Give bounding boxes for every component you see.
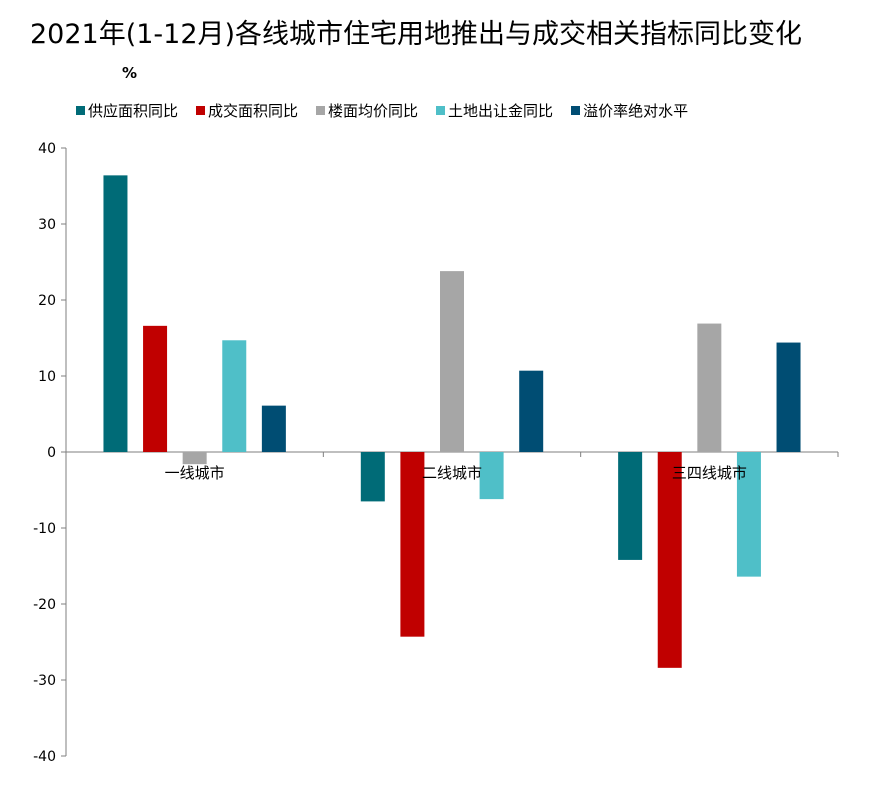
- y-axis-unit-label: %: [122, 64, 138, 82]
- chart-title: 2021年(1-12月)各线城市住宅用地推出与成交相关指标同比变化: [30, 19, 803, 50]
- bar: [400, 452, 425, 637]
- legend-label: 楼面均价同比: [328, 102, 419, 120]
- x-category-label: 三四线城市: [672, 464, 747, 482]
- legend-label: 土地出让金同比: [448, 102, 554, 120]
- bar: [222, 340, 247, 452]
- bar: [776, 342, 801, 452]
- bar: [261, 405, 286, 452]
- legend-label: 供应面积同比: [88, 102, 179, 120]
- legend-swatch: [316, 106, 326, 115]
- y-tick-label: -20: [33, 597, 56, 613]
- legend-item: 成交面积同比: [196, 100, 298, 121]
- y-tick-label: 30: [38, 217, 56, 233]
- bar: [103, 175, 128, 453]
- y-tick-label: 20: [38, 293, 56, 309]
- bar: [440, 271, 464, 452]
- bar: [360, 452, 385, 502]
- bar: [479, 452, 504, 500]
- y-tick-label: -40: [33, 749, 56, 765]
- y-tick-label: -10: [33, 521, 56, 537]
- legend-item: 土地出让金同比: [436, 100, 553, 121]
- y-tick-label: -30: [33, 673, 56, 689]
- bar: [657, 452, 682, 668]
- y-tick-label: 40: [38, 141, 56, 157]
- bar: [697, 323, 722, 452]
- bar: [143, 325, 168, 452]
- chart-legend: 供应面积同比 成交面积同比 楼面均价同比 土地出让金同比 溢价率绝对水平: [76, 100, 706, 121]
- legend-swatch: [436, 106, 446, 115]
- bar: [519, 370, 544, 452]
- legend-label: 成交面积同比: [208, 102, 299, 120]
- legend-item: 供应面积同比: [76, 100, 178, 121]
- legend-swatch: [571, 106, 581, 115]
- bar: [182, 452, 207, 465]
- x-category-label: 一线城市: [165, 464, 225, 482]
- x-category-label: 二线城市: [422, 464, 482, 482]
- legend-swatch: [76, 106, 85, 115]
- legend-label: 溢价率绝对水平: [583, 102, 689, 120]
- bar: [618, 452, 643, 560]
- legend-swatch: [196, 106, 206, 115]
- bar: [736, 452, 761, 577]
- legend-item: 溢价率绝对水平: [571, 100, 688, 121]
- legend-item: 楼面均价同比: [316, 100, 418, 121]
- y-tick-label: 10: [38, 369, 56, 385]
- y-tick-label: 0: [47, 445, 56, 461]
